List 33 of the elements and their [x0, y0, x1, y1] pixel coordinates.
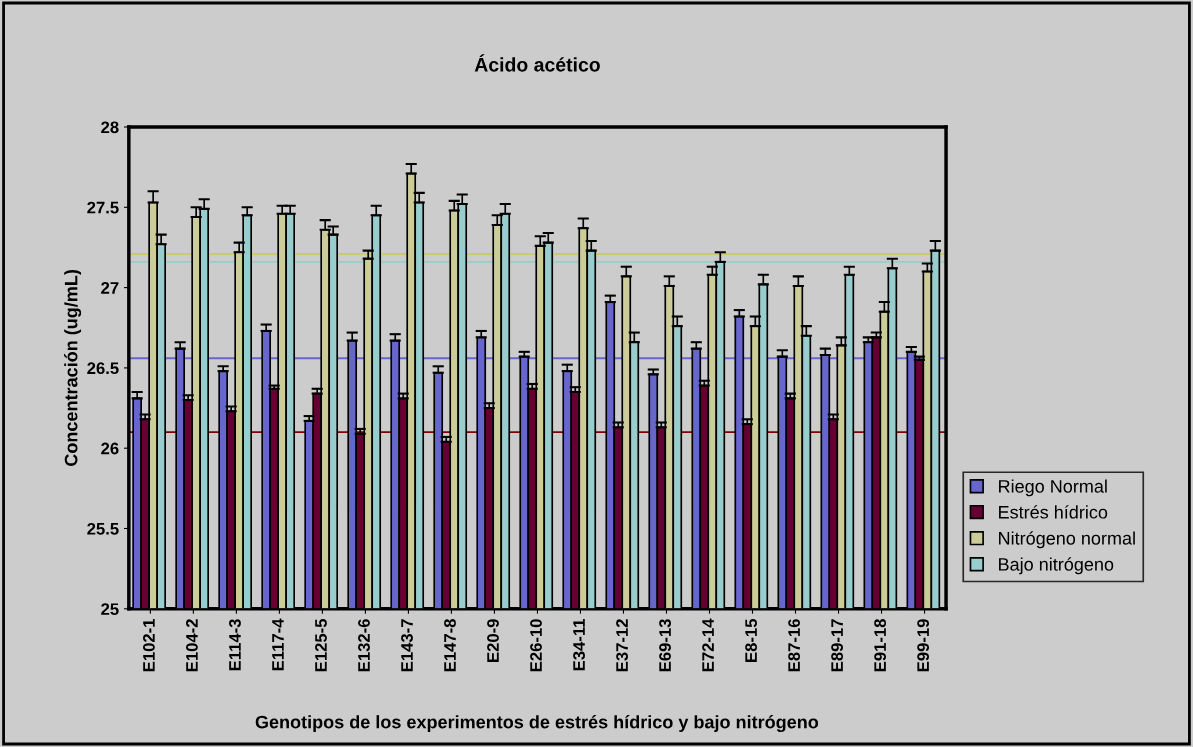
- x-tick-label: E91-18: [874, 619, 887, 672]
- x-tick-label: E20-9: [487, 619, 499, 662]
- y-tick-label: 27: [101, 282, 119, 294]
- x-tick-label: E117-4: [272, 618, 284, 671]
- x-tick-label: E87-16: [788, 619, 800, 672]
- y-tick-label: 26: [101, 442, 119, 455]
- y-tick-label: 25: [101, 603, 119, 616]
- legend-label: Nitrógeno normal: [999, 531, 1135, 549]
- y-tick-label: 27.5: [87, 201, 119, 214]
- x-tick-label: E143-7: [401, 619, 413, 672]
- x-tick-label: E104-2: [186, 619, 198, 672]
- chart-title: Ácido acético: [474, 54, 600, 72]
- x-tick-label: E147-8: [444, 619, 456, 672]
- legend-label: Riego Normal: [999, 479, 1107, 497]
- x-axis-title: Genotipos de los experimentos de estrés hídrico y bajo nitrógeno: [255, 714, 819, 733]
- x-tick-label: E89-17: [831, 619, 843, 672]
- y-axis-title: Concentración (ug/mL): [64, 269, 82, 466]
- x-tick-label: E132-6: [358, 619, 370, 672]
- x-tick-label: E72-14: [702, 618, 714, 672]
- y-tick-label: 26.5: [87, 362, 119, 375]
- y-tick-label: 28: [101, 121, 119, 134]
- x-tick-label: E114-3: [229, 619, 241, 671]
- x-tick-label: E69-13: [659, 619, 671, 672]
- x-tick-label: E125-5: [315, 618, 327, 672]
- legend-label: Bajo nitrógeno: [999, 557, 1114, 575]
- x-tick-label: E34-11: [573, 618, 585, 671]
- legend-label: Estrés hídrico: [999, 505, 1108, 519]
- x-tick-label: E99-19: [917, 619, 930, 672]
- y-tick-label: 25.5: [87, 522, 119, 535]
- x-tick-label: E102-1: [143, 618, 155, 672]
- x-tick-label: E37-12: [616, 619, 628, 672]
- x-tick-label: E26-10: [530, 619, 542, 672]
- x-tick-label: E8-15: [745, 618, 757, 662]
